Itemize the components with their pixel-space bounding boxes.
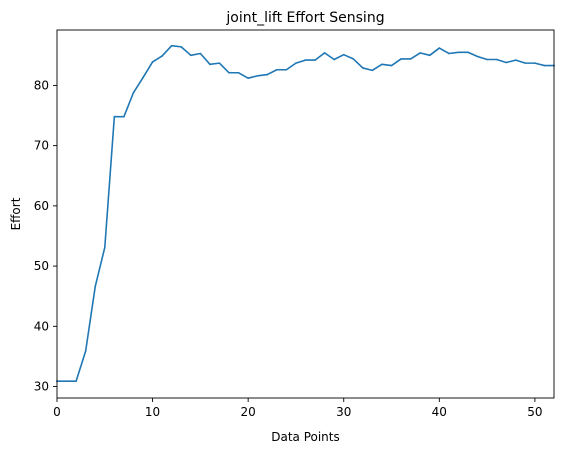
data-point xyxy=(428,54,431,57)
x-axis-title: Data Points xyxy=(271,430,340,444)
data-point xyxy=(170,44,173,47)
data-point xyxy=(543,64,546,67)
plot-area xyxy=(57,30,554,398)
data-point xyxy=(285,68,288,71)
data-point xyxy=(237,71,240,74)
y-axis-ticks: 30 40 50 60 70 80 xyxy=(34,78,57,394)
data-point xyxy=(409,58,412,60)
data-point xyxy=(333,58,335,61)
data-point xyxy=(381,63,383,66)
y-tick-label: 40 xyxy=(34,319,49,333)
data-point xyxy=(448,52,450,55)
data-point xyxy=(209,63,211,66)
y-tick-label: 30 xyxy=(34,380,49,394)
data-point xyxy=(142,76,144,79)
x-tick-label: 10 xyxy=(145,405,160,419)
data-point xyxy=(190,54,192,57)
data-point xyxy=(419,52,421,54)
data-point xyxy=(390,64,393,67)
y-tick-label: 50 xyxy=(34,259,49,273)
data-point xyxy=(314,59,316,61)
data-point xyxy=(218,62,221,64)
data-point xyxy=(103,246,106,249)
data-point xyxy=(132,91,135,94)
data-point xyxy=(457,51,460,54)
data-point xyxy=(180,46,183,48)
data-point xyxy=(276,68,278,71)
data-point xyxy=(123,115,125,118)
data-point xyxy=(342,53,345,56)
data-point xyxy=(362,67,364,69)
data-point xyxy=(266,73,269,76)
axes-frame xyxy=(56,29,555,399)
data-point xyxy=(247,77,249,79)
data-point xyxy=(524,62,527,64)
x-axis-ticks: 0 10 20 30 40 50 xyxy=(53,398,543,419)
x-tick-label: 40 xyxy=(432,405,447,419)
data-point xyxy=(94,285,97,288)
data-point xyxy=(438,47,441,49)
x-tick-label: 50 xyxy=(527,405,542,419)
data-point xyxy=(352,58,355,60)
data-point xyxy=(151,61,154,63)
data-point xyxy=(467,51,469,54)
data-point xyxy=(75,380,77,382)
data-point xyxy=(304,59,307,61)
data-point xyxy=(199,52,202,55)
data-point xyxy=(161,55,163,57)
data-point xyxy=(371,69,374,72)
data-point xyxy=(514,59,517,61)
data-point xyxy=(323,52,326,54)
data-point xyxy=(256,74,259,77)
data-point xyxy=(65,380,68,382)
data-point xyxy=(476,55,479,58)
x-tick-label: 20 xyxy=(241,405,256,419)
y-tick-label: 70 xyxy=(34,139,49,153)
x-tick-label: 0 xyxy=(53,405,61,419)
data-point xyxy=(486,58,488,61)
data-point xyxy=(400,58,402,60)
y-tick-label: 60 xyxy=(34,199,49,213)
data-point xyxy=(113,115,116,118)
data-point xyxy=(228,71,230,74)
data-point xyxy=(505,61,508,64)
x-tick-label: 30 xyxy=(336,405,351,419)
y-axis-title: Effort xyxy=(9,197,23,230)
data-point xyxy=(84,350,87,352)
data-points xyxy=(56,44,555,382)
y-tick-label: 80 xyxy=(34,78,49,92)
data-point xyxy=(534,62,536,64)
data-point xyxy=(295,62,297,64)
chart-title: joint_lift Effort Sensing xyxy=(225,10,384,26)
data-point xyxy=(495,58,498,61)
